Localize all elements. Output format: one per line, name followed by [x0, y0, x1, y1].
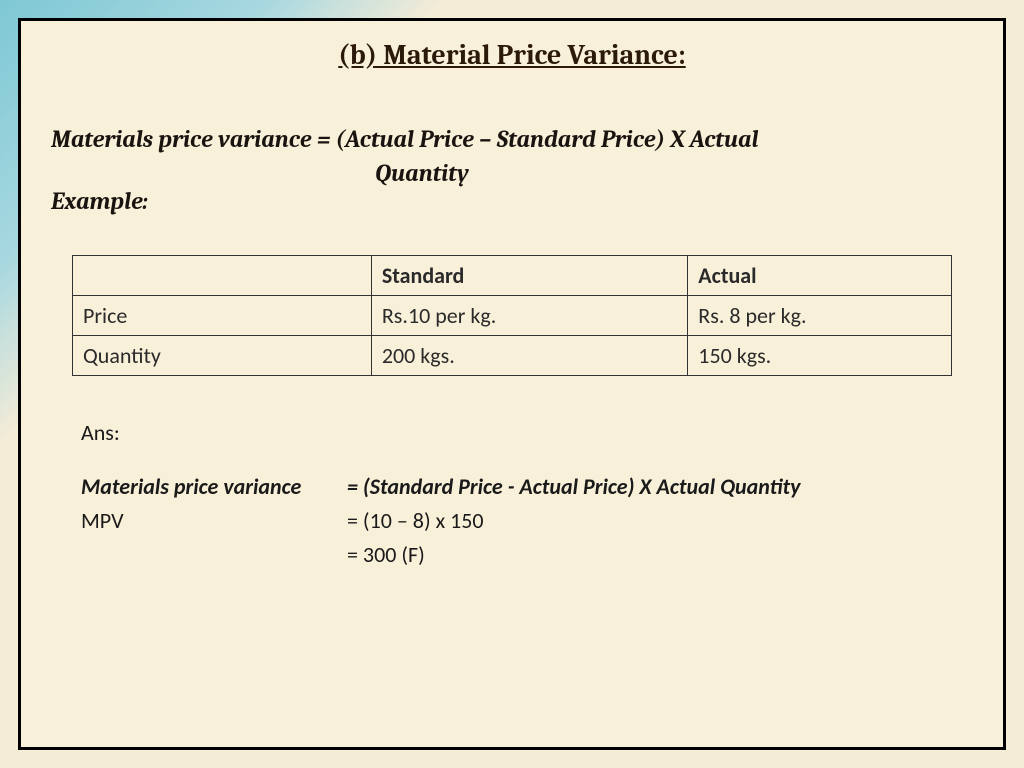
table-header-actual: Actual	[688, 256, 952, 296]
answer-step-line: MPV = (10 – 8) x 150	[81, 504, 973, 538]
formula-line-2: Quantity	[0, 159, 973, 187]
answer-block: Ans: Materials price variance = (Standar…	[81, 416, 973, 572]
answer-step-left: MPV	[81, 504, 347, 538]
table-cell: Price	[73, 296, 372, 336]
table-row: Quantity 200 kgs. 150 kgs.	[73, 336, 952, 376]
table-row: Price Rs.10 per kg. Rs. 8 per kg.	[73, 296, 952, 336]
answer-result-right: = 300 (F)	[347, 538, 425, 572]
answer-formula-left: Materials price variance	[81, 470, 347, 504]
table-header-blank	[73, 256, 372, 296]
answer-formula-right: = (Standard Price - Actual Price) X Actu…	[347, 470, 800, 504]
answer-result-line: = 300 (F)	[81, 538, 973, 572]
answer-label: Ans:	[81, 416, 973, 450]
table-cell: Quantity	[73, 336, 372, 376]
table-cell: 150 kgs.	[688, 336, 952, 376]
example-table: Standard Actual Price Rs.10 per kg. Rs. …	[72, 255, 952, 376]
slide-title: (b) Material Price Variance:	[51, 39, 973, 71]
example-label: Example:	[51, 187, 973, 215]
table-header-standard: Standard	[371, 256, 687, 296]
answer-result-left	[81, 538, 347, 572]
answer-formula-line: Materials price variance = (Standard Pri…	[81, 470, 973, 504]
slide-container: (b) Material Price Variance: Materials p…	[18, 18, 1006, 750]
table-cell: Rs. 8 per kg.	[688, 296, 952, 336]
answer-step-right: = (10 – 8) x 150	[347, 504, 484, 538]
table-cell: Rs.10 per kg.	[371, 296, 687, 336]
table-cell: 200 kgs.	[371, 336, 687, 376]
table-header-row: Standard Actual	[73, 256, 952, 296]
formula-line-1: Materials price variance = (Actual Price…	[51, 121, 973, 157]
